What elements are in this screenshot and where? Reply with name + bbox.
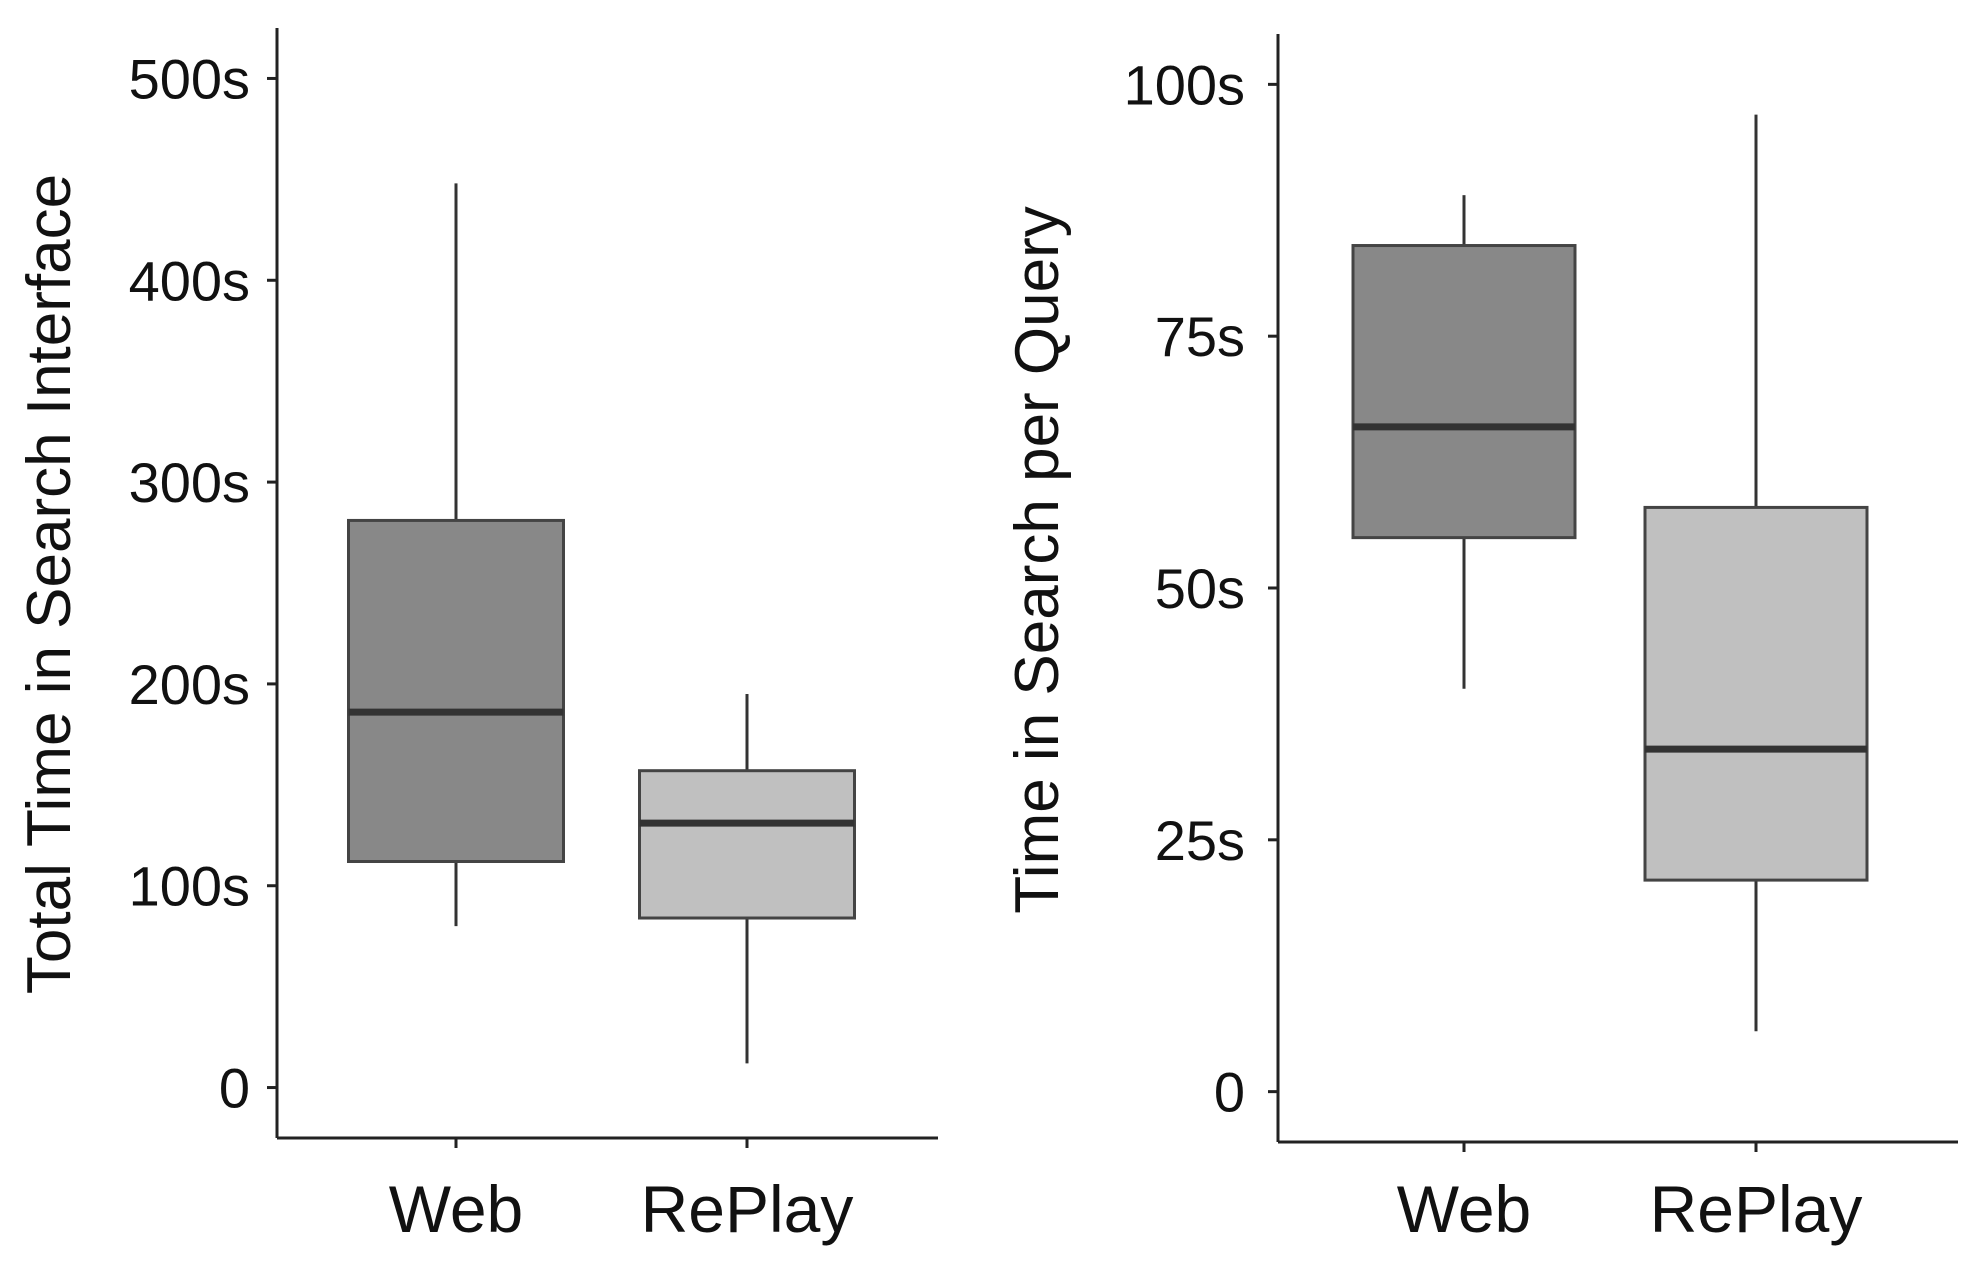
x-tick-label: Web	[1397, 1172, 1532, 1246]
panel-total-time: 0 100s 200s 300s 400s 500s Total Time in Searc…	[15, 28, 938, 1246]
box-replay	[638, 769, 856, 920]
y-tick-label: 100s	[1124, 53, 1245, 116]
y-tick-label: 100s	[129, 855, 250, 918]
y-axis-label: Total Time in Search Interface	[15, 174, 84, 994]
y-tick-label: 200s	[129, 653, 250, 716]
y-tick-label: 75s	[1155, 305, 1245, 368]
y-tick-label: 0	[219, 1057, 250, 1120]
box-web	[1351, 244, 1577, 540]
y-axis-label: Time in Search per Query	[1003, 206, 1072, 914]
y-tick-label: 0	[1214, 1061, 1245, 1124]
box-web	[347, 518, 565, 864]
box-replay	[1643, 505, 1869, 882]
x-tick-label: Web	[389, 1172, 524, 1246]
y-tick-label: 400s	[129, 249, 250, 312]
y-tick-label: 25s	[1155, 809, 1245, 872]
y-tick-label: 300s	[129, 451, 250, 514]
y-tick-label: 50s	[1155, 557, 1245, 620]
panel-time-per-query: 0 25s 50s 75s 100s Time in Search per Query We…	[1003, 34, 1958, 1246]
y-tick-label: 500s	[129, 47, 250, 110]
x-tick-label: RePlay	[1650, 1172, 1863, 1246]
x-tick-label: RePlay	[641, 1172, 854, 1246]
